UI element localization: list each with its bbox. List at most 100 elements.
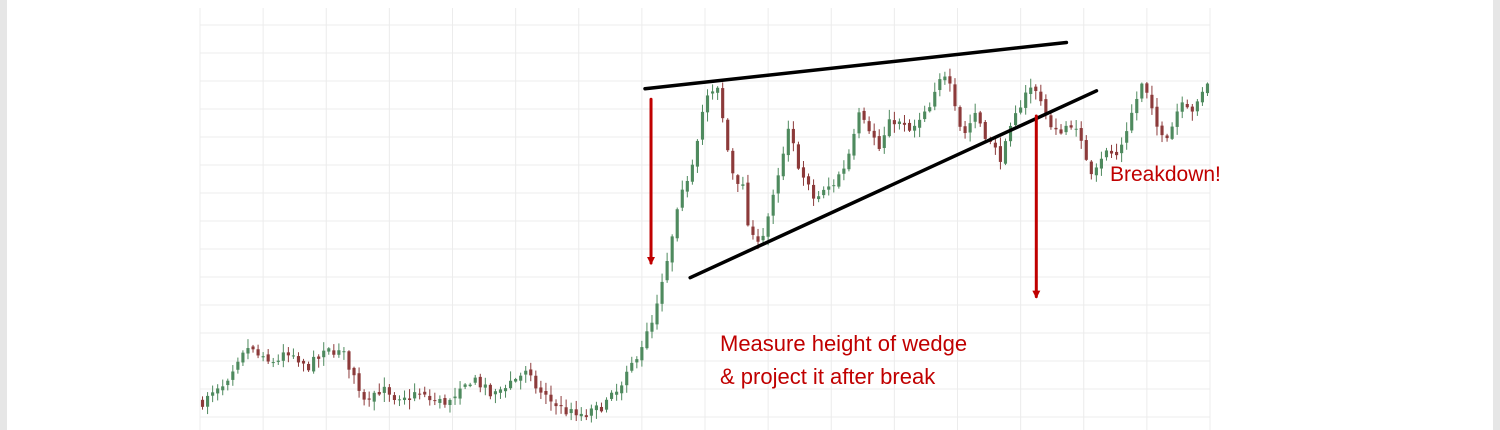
candle-body <box>1125 131 1129 143</box>
candle-body <box>847 153 851 170</box>
candle-body <box>1135 98 1139 114</box>
candle-body <box>483 384 487 388</box>
candle-body <box>251 346 255 350</box>
candle-body <box>721 88 725 119</box>
chart-grid <box>199 8 1211 430</box>
candle-body <box>337 350 341 355</box>
candle-body <box>261 356 265 358</box>
candle-body <box>902 122 907 125</box>
candle-body <box>1170 126 1174 139</box>
candle-body <box>958 107 962 127</box>
candle-body <box>913 125 917 131</box>
candle-body <box>700 111 705 140</box>
candle-body <box>943 76 947 81</box>
candle-body <box>1049 115 1053 128</box>
candle-body <box>599 406 604 412</box>
candle-body <box>206 395 210 407</box>
candle-body <box>387 387 391 395</box>
wedge-upper-trendline <box>643 40 1069 91</box>
candle-body <box>1104 150 1109 158</box>
candle-body <box>670 236 674 263</box>
candle-body <box>231 371 235 380</box>
candle-body <box>862 110 866 120</box>
candle-body <box>418 393 422 395</box>
candle-body <box>423 391 427 395</box>
candle-body <box>524 370 528 375</box>
candle-body <box>271 362 275 364</box>
candle-body <box>1165 135 1169 139</box>
candle-body <box>544 390 548 395</box>
candle-body <box>827 186 831 190</box>
candle-body <box>574 409 578 416</box>
candle-body <box>200 399 205 407</box>
candle-body <box>347 351 351 370</box>
candle-body <box>897 121 901 125</box>
candle-body <box>726 119 730 151</box>
candle-body <box>1094 167 1098 176</box>
candle-body <box>301 360 306 364</box>
candle-body <box>438 398 442 403</box>
candle-body <box>1130 112 1134 131</box>
candle-body <box>503 388 508 392</box>
candle-body <box>690 164 694 182</box>
candle-body <box>1024 92 1028 108</box>
candle-body <box>786 128 790 156</box>
candle-body <box>1008 125 1013 142</box>
candle-body <box>559 405 563 407</box>
candle-body <box>978 112 982 124</box>
left-border <box>0 0 7 430</box>
candle-body <box>1099 158 1103 169</box>
candle-body <box>221 386 225 391</box>
candle-body <box>1155 106 1159 127</box>
candle-body <box>367 398 371 400</box>
candle-body <box>736 175 740 184</box>
candle-body <box>1019 107 1023 113</box>
candle-body <box>892 120 896 125</box>
candle-body <box>872 130 876 138</box>
candle-body <box>463 384 467 387</box>
candle-body <box>817 196 821 200</box>
candle-body <box>493 391 497 395</box>
candle-body <box>473 377 477 383</box>
candle-body <box>918 119 922 128</box>
candle-body <box>953 84 957 107</box>
measure-label-line1: Measure height of wedge <box>720 331 967 356</box>
candle-body <box>372 392 376 402</box>
candle-body <box>1079 128 1083 141</box>
candle-body <box>781 153 785 177</box>
candle-body <box>877 136 881 149</box>
candle-body <box>519 375 523 381</box>
candle-body <box>615 391 619 395</box>
candle-body <box>923 111 927 120</box>
candle-body <box>1014 113 1018 126</box>
candle-body <box>468 384 472 387</box>
candle-body <box>756 236 760 242</box>
candle-body <box>1160 125 1164 136</box>
candle-body <box>392 395 396 401</box>
candle-body <box>928 107 932 112</box>
right-border <box>1493 0 1500 430</box>
candle-body <box>1054 127 1058 130</box>
candle-body <box>791 128 795 144</box>
candle-body <box>594 405 598 411</box>
candle-body <box>675 209 679 239</box>
candle-body <box>1064 125 1068 133</box>
candle-body <box>413 392 417 399</box>
candle-body <box>645 331 649 349</box>
pattern-overlays <box>643 40 1099 299</box>
candle-body <box>549 394 553 402</box>
candle-body <box>327 348 331 352</box>
candle-body <box>286 352 290 356</box>
candle-body <box>554 403 558 407</box>
candle-body <box>837 174 841 187</box>
measure-label-line2: & project it after break <box>720 364 936 389</box>
candle-body <box>1150 94 1154 109</box>
candle-body <box>453 396 457 399</box>
candle-body <box>801 167 806 178</box>
candle-body <box>514 378 518 382</box>
candle-body <box>968 123 972 133</box>
candle-body <box>731 150 735 174</box>
candle-body <box>604 399 609 410</box>
candle-body <box>993 142 997 148</box>
